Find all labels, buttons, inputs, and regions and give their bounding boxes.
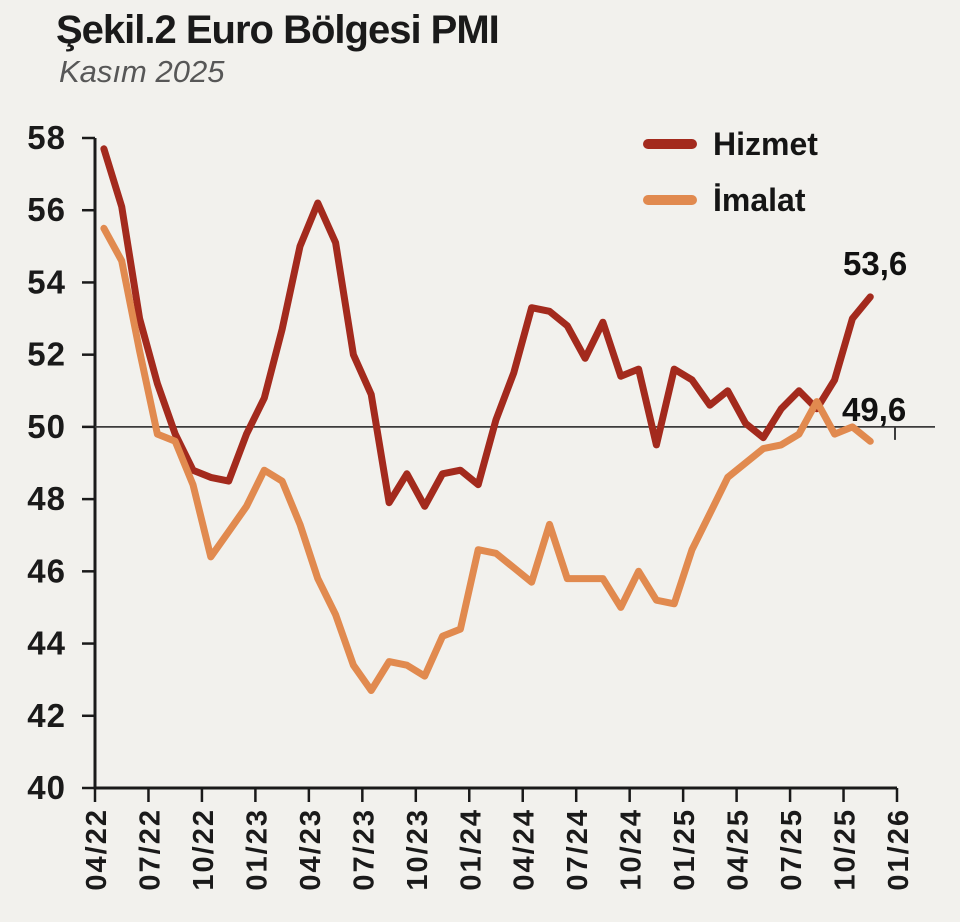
svg-text:01/24: 01/24 [455,808,487,891]
chart-legend: Hizmet İmalat [643,128,818,216]
svg-text:46: 46 [27,552,66,589]
hizmet-line-swatch-icon [643,139,697,149]
legend-item-imalat: İmalat [643,184,818,216]
svg-text:48: 48 [27,480,66,517]
data-series [100,145,874,694]
svg-text:04/22: 04/22 [81,808,113,891]
svg-text:07/23: 07/23 [348,808,380,891]
svg-text:01/25: 01/25 [669,808,701,891]
svg-text:10/22: 10/22 [188,808,220,891]
svg-text:10/24: 10/24 [616,808,648,891]
svg-text:44: 44 [27,625,66,662]
svg-text:58: 58 [27,119,66,156]
svg-text:07/24: 07/24 [562,808,594,891]
svg-text:04/25: 04/25 [723,808,755,891]
svg-text:07/22: 07/22 [134,808,166,891]
svg-text:54: 54 [27,263,66,300]
chart-subtitle: Kasım 2025 [59,54,225,89]
hizmet-end-value-label: 53,6 [843,245,908,282]
svg-text:07/25: 07/25 [776,808,808,891]
svg-text:10/23: 10/23 [402,808,434,891]
imalat-end-value-label: 49,6 [842,391,907,428]
axes: 58 56 54 52 50 48 46 44 42 40 04/22 07/22 10/22 01/23… [27,119,935,891]
svg-text:10/25: 10/25 [830,808,862,891]
chart-title: Şekil.2 Euro Bölgesi PMI [56,8,500,52]
svg-text:04/24: 04/24 [509,808,541,891]
legend-label-hizmet: Hizmet [713,126,818,162]
imalat-line-swatch-icon [643,195,697,205]
svg-text:52: 52 [27,336,66,373]
svg-text:01/23: 01/23 [241,808,273,891]
svg-text:40: 40 [27,769,66,806]
svg-text:04/23: 04/23 [295,808,327,891]
svg-text:42: 42 [27,697,66,734]
legend-label-imalat: İmalat [713,182,806,218]
svg-text:01/26: 01/26 [883,808,915,891]
svg-text:56: 56 [27,191,66,228]
svg-text:50: 50 [27,408,66,445]
legend-item-hizmet: Hizmet [643,128,818,160]
